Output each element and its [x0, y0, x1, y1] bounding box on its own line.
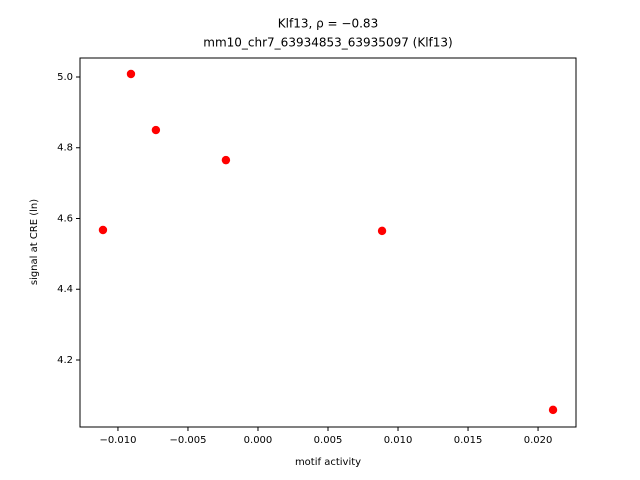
chart-title: Klf13, ρ = −0.83	[278, 17, 378, 31]
x-tick-label: 0.005	[314, 435, 343, 446]
x-tick-label: −0.005	[169, 435, 206, 446]
chart-subtitle: mm10_chr7_63934853_63935097 (Klf13)	[203, 36, 452, 50]
x-tick-label: 0.020	[524, 435, 553, 446]
y-tick-label: 4.8	[57, 143, 73, 154]
point	[126, 69, 136, 79]
x-tick-label: −0.010	[99, 435, 136, 446]
point	[98, 225, 108, 235]
x-tick-label: 0.000	[244, 435, 273, 446]
y-tick-label: 4.2	[57, 355, 73, 366]
point	[221, 155, 231, 165]
point	[548, 405, 558, 415]
y-axis-label: signal at CRE (ln)	[29, 199, 40, 285]
y-tick-label: 4.6	[57, 213, 73, 224]
point	[151, 125, 161, 135]
x-tick-label: 0.010	[384, 435, 413, 446]
point	[377, 226, 387, 236]
x-tick-label: 0.015	[454, 435, 483, 446]
x-axis-label: motif activity	[295, 457, 361, 468]
y-tick-label: 4.4	[57, 284, 73, 295]
y-tick-label: 5.0	[57, 72, 73, 83]
